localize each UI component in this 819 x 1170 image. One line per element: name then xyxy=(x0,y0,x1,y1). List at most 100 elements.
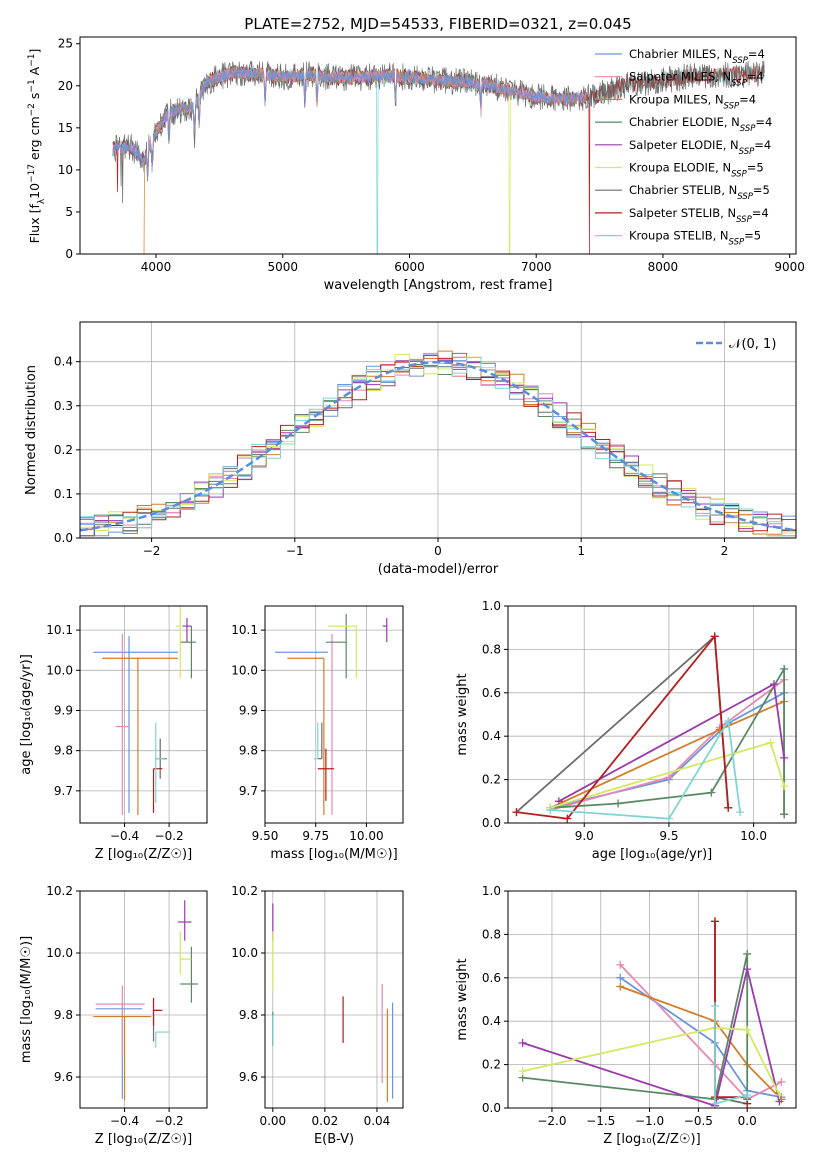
series-line xyxy=(619,964,782,1101)
y-axis-label-part: Flux [f xyxy=(27,204,42,244)
errorbar-kroupa-stelib xyxy=(155,722,165,803)
legend-entry-tail: =4 xyxy=(739,92,756,106)
x-axis-label: Z [log₁₀(Z/Z☉)] xyxy=(95,1132,192,1147)
y-axis-label-part: ] xyxy=(27,49,42,54)
legend-entry: Chabrier ELODIE, NSSP=4 xyxy=(629,115,772,134)
x-axis-label: Z [log₁₀(Z/Z☉)] xyxy=(95,847,192,862)
x-tick-label: 7000 xyxy=(521,260,552,274)
y-tick-label: 0.0 xyxy=(482,816,501,830)
y-tick-label: 0.4 xyxy=(482,729,501,743)
y-tick-label: 9.6 xyxy=(54,1070,73,1084)
legend-entry-text: Salpeter MILES, N xyxy=(629,70,731,84)
y-tick-label: 9.6 xyxy=(239,1070,258,1084)
legend-entry-sub: SSP xyxy=(729,238,745,248)
y-axis-label: mass weight xyxy=(455,673,470,755)
errorbar-kroupa-miles xyxy=(102,657,179,815)
x-tick-label: 8000 xyxy=(648,260,679,274)
legend-entry-tail: =4 xyxy=(754,138,771,152)
x-tick-label: 0.02 xyxy=(312,1114,339,1128)
legend-entry-text: Kroupa STELIB, N xyxy=(629,229,729,243)
y-tick-label: 0.4 xyxy=(54,355,73,369)
y-tick-label: 0.8 xyxy=(482,642,501,656)
legend-entry-text: Kroupa ELODIE, N xyxy=(629,161,731,175)
x-tick-label: −1.5 xyxy=(586,1114,615,1128)
series-marker xyxy=(736,808,745,817)
x-tick-label: 2 xyxy=(721,544,729,558)
x-tick-label: 0.0 xyxy=(738,1114,757,1128)
x-tick-label: 4000 xyxy=(141,260,172,274)
series-marker xyxy=(563,814,572,823)
legend-entry-sub: SSP xyxy=(731,79,747,89)
y-tick-label: 0.2 xyxy=(482,773,501,787)
spectrum-plot xyxy=(112,60,765,254)
errorbar-kroupa-miles xyxy=(93,1015,152,1101)
y-tick-label: 10.1 xyxy=(46,623,73,637)
legend-entry-text: Chabrier ELODIE, N xyxy=(629,115,740,129)
series-marker xyxy=(616,960,625,969)
axes-frame xyxy=(79,890,208,1109)
mass-weight-vs-age-frame: 9.0 9.5 10.0 0.0 0.2 0.4 0.6 0.8 1.0 age [log₁₀(a… xyxy=(455,599,797,862)
x-tick-label: 9000 xyxy=(774,260,805,274)
legend-entry-sub: SSP xyxy=(736,215,752,225)
y-axis-label-part: −17 xyxy=(27,164,37,183)
series-line xyxy=(522,1026,781,1096)
x-tick-label: 9.0 xyxy=(575,829,594,843)
errorbar-chabrier-miles xyxy=(93,636,179,813)
y-tick-label: 9.7 xyxy=(239,784,258,798)
y-axis-label-part: −1 xyxy=(27,79,37,92)
mass-vs-Z-frame: −0.4 −0.2 9.6 9.8 10.0 10.2 Z [log₁₀(Z/Z☉)] mas… xyxy=(19,884,208,1147)
legend-entry: Chabrier MILES, NSSP=4 xyxy=(629,47,765,66)
x-tick-label: 9.50 xyxy=(252,829,279,843)
legend-entry: Kroupa STELIB, NSSP=5 xyxy=(629,229,761,248)
y-tick-label: 0.0 xyxy=(54,531,73,545)
legend-entry-tail: =5 xyxy=(747,161,764,175)
y-tick-label: 0.3 xyxy=(54,399,73,413)
series-marker xyxy=(710,1099,719,1108)
legend-entry-tail: =4 xyxy=(752,206,769,220)
x-tick-label: −2.0 xyxy=(537,1114,566,1128)
age-vs-Z-axes xyxy=(80,606,207,823)
y-tick-label: 0.1 xyxy=(54,487,73,501)
series-marker xyxy=(724,717,733,726)
y-axis-label: mass [log₁₀(M/M☉)] xyxy=(19,936,34,1063)
x-tick-label: −1 xyxy=(286,544,304,558)
spectrum-line-chabrier-stelib xyxy=(112,60,765,204)
errorbar-salpeter-stelib xyxy=(152,997,163,1026)
legend-entry-sub: SSP xyxy=(737,192,753,202)
y-tick-label: 1.0 xyxy=(482,884,501,898)
y-axis-label-part: −1 xyxy=(27,54,37,67)
series-kroupa-stelib xyxy=(546,717,745,823)
y-tick-label: 10.0 xyxy=(231,946,258,960)
series-marker xyxy=(710,1002,719,1011)
x-tick-label: −2 xyxy=(143,544,161,558)
series-salpeter-elodie xyxy=(554,680,789,806)
y-tick-label: 20 xyxy=(58,79,73,93)
series-marker xyxy=(664,773,673,782)
series-marker xyxy=(554,797,563,806)
y-tick-label: 0.2 xyxy=(54,443,73,457)
errorbar-salpeter-miles xyxy=(115,634,130,815)
series-line xyxy=(550,679,785,811)
legend-entry: Salpeter ELODIE, NSSP=4 xyxy=(629,138,771,157)
series-marker xyxy=(780,753,789,762)
y-tick-label: 10.0 xyxy=(231,663,258,677)
x-axis-label: E(B-V) xyxy=(314,1132,354,1147)
y-tick-label: 5 xyxy=(65,205,73,219)
series-marker xyxy=(664,814,673,823)
series-marker xyxy=(710,632,719,641)
x-tick-label: 10.00 xyxy=(349,829,383,843)
series-line xyxy=(550,718,741,820)
y-tick-label: 9.8 xyxy=(239,1008,258,1022)
legend-entry: Kroupa MILES, NSSP=4 xyxy=(629,92,756,111)
series-marker xyxy=(616,982,625,991)
series-marker xyxy=(766,738,775,747)
legend-entry-text: Salpeter STELIB, N xyxy=(629,206,736,220)
series-marker xyxy=(780,664,789,673)
x-tick-label: 5000 xyxy=(267,260,298,274)
series-marker xyxy=(743,965,752,974)
y-axis-label: mass weight xyxy=(455,958,470,1040)
legend-entry-text: Salpeter ELODIE, N xyxy=(629,138,739,152)
mass-vs-EBV-plot xyxy=(272,903,394,1102)
x-tick-label: 0.00 xyxy=(259,1114,286,1128)
y-tick-label: 9.7 xyxy=(54,784,73,798)
